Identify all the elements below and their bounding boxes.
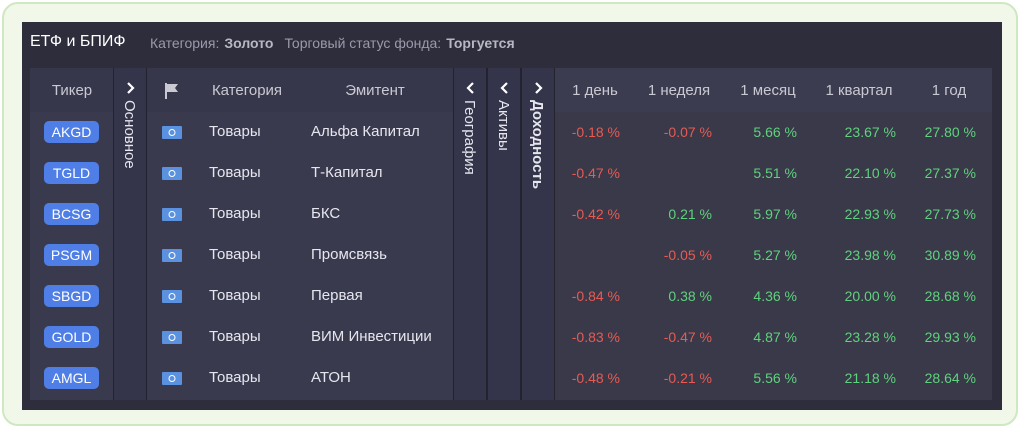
table-left	[30, 68, 453, 400]
flag	[162, 208, 182, 221]
return-value: 23.67 %	[844, 124, 896, 140]
header-row-right	[555, 68, 992, 112]
flag-icon	[165, 83, 178, 99]
return-value: 27.80 %	[924, 124, 976, 140]
flag	[162, 331, 182, 344]
return-value: 0.21 %	[668, 206, 712, 222]
issuer: АТОН	[311, 369, 351, 386]
ticker-badge[interactable]: SBGD	[44, 285, 99, 307]
ticker-badge[interactable]: GOLD	[44, 326, 99, 348]
column-header[interactable]: Тикер	[51, 82, 93, 99]
return-value: -0.84 %	[571, 288, 620, 304]
return-value: -0.47 %	[663, 329, 712, 345]
return-value: 5.66 %	[753, 124, 797, 140]
return-value: 28.64 %	[924, 370, 976, 386]
flag	[162, 126, 182, 139]
return-value: 28.68 %	[924, 288, 976, 304]
category: Товары	[209, 164, 261, 181]
ticker-badge[interactable]: AKGD	[44, 121, 99, 143]
return-value: 22.10 %	[844, 165, 896, 181]
return-value: -0.18 %	[571, 124, 620, 140]
tab[interactable]: Активы	[487, 68, 521, 400]
return-value: 5.27 %	[753, 247, 797, 263]
tab[interactable]: Основное	[113, 68, 147, 400]
issuer: ВИМ Инвестиции	[311, 328, 432, 345]
tab[interactable]: Доходность	[521, 68, 555, 400]
tab-label[interactable]: Доходность	[529, 100, 546, 190]
tab-label[interactable]: География	[461, 100, 478, 175]
filter-value: Торгуется	[446, 35, 515, 51]
return-value: 5.56 %	[753, 370, 797, 386]
category: Товары	[209, 205, 261, 222]
return-value: 27.37 %	[924, 165, 976, 181]
header-row-left	[30, 68, 453, 112]
return-value: -0.42 %	[571, 206, 620, 222]
return-value: 5.97 %	[753, 206, 797, 222]
issuer: Промсвязь	[311, 246, 387, 263]
return-value: -0.48 %	[571, 370, 620, 386]
chevron[interactable]	[125, 81, 136, 95]
ticker-badge[interactable]: PSGM	[44, 244, 99, 266]
chevron[interactable]	[533, 81, 544, 95]
flag	[162, 249, 182, 262]
issuer: Первая	[311, 287, 363, 304]
chevron[interactable]	[465, 81, 476, 95]
return-value: 5.51 %	[753, 165, 797, 181]
category: Товары	[209, 328, 261, 345]
filter-label: Торговый статус фонда:	[284, 35, 442, 51]
table-right	[555, 68, 992, 400]
tab-label[interactable]: Основное	[121, 100, 138, 169]
category: Товары	[209, 123, 261, 140]
return-value: -0.47 %	[571, 165, 620, 181]
issuer: БКС	[311, 205, 341, 222]
column-header[interactable]: 1 неделя	[647, 82, 711, 99]
return-value: 4.87 %	[753, 329, 797, 345]
return-value: 20.00 %	[844, 288, 896, 304]
column-header[interactable]: Эмитент	[345, 82, 405, 99]
return-value: 4.36 %	[753, 288, 797, 304]
category: Товары	[209, 287, 261, 304]
issuer: Альфа Капитал	[311, 123, 420, 140]
return-value: 21.18 %	[844, 370, 896, 386]
flag	[162, 290, 182, 303]
return-value: 23.98 %	[844, 247, 896, 263]
filter-label: Категория:	[150, 35, 220, 51]
title: ЕТФ и БПИФ	[30, 33, 126, 50]
issuer: Т-Капитал	[311, 164, 383, 181]
column-header[interactable]: 1 год	[931, 82, 967, 99]
column-header[interactable]: 1 месяц	[740, 82, 796, 99]
column-header[interactable]: Категория	[211, 82, 283, 99]
flag	[162, 167, 182, 180]
tab-label[interactable]: Активы	[495, 100, 512, 151]
return-value: -0.07 %	[663, 124, 712, 140]
flag	[162, 372, 182, 385]
ticker-badge[interactable]: BCSG	[44, 203, 99, 225]
return-value: -0.21 %	[663, 370, 712, 386]
ticker-badge[interactable]: AMGL	[44, 367, 99, 389]
tab[interactable]: География	[453, 68, 487, 400]
return-value: 30.89 %	[924, 247, 976, 263]
category: Товары	[209, 369, 261, 386]
return-value: -0.05 %	[663, 247, 712, 263]
return-value: 29.93 %	[924, 329, 976, 345]
return-value: 27.73 %	[924, 206, 976, 222]
return-value: -0.83 %	[571, 329, 620, 345]
return-value: 0.38 %	[668, 288, 712, 304]
chevron[interactable]	[499, 81, 510, 95]
category: Товары	[209, 246, 261, 263]
column-header[interactable]: 1 квартал	[825, 82, 893, 99]
return-value: 23.28 %	[844, 329, 896, 345]
filter-value: Золото	[224, 35, 274, 51]
return-value: 22.93 %	[844, 206, 896, 222]
column-header[interactable]: 1 день	[572, 82, 618, 99]
ticker-badge[interactable]: TGLD	[44, 162, 99, 184]
